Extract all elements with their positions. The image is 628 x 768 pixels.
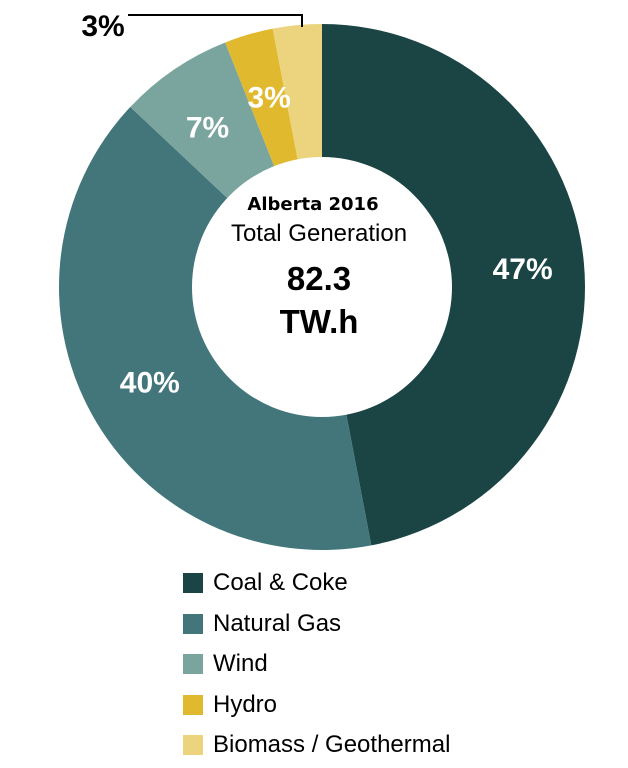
- legend-item-natural-gas: Natural Gas: [183, 604, 450, 645]
- donut-hole: [192, 157, 452, 417]
- center-unit: TW.h: [280, 303, 359, 340]
- legend-label: Coal & Coke: [213, 569, 348, 597]
- legend: Coal & Coke Natural Gas Wind Hydro Biomass /…: [183, 563, 450, 766]
- legend-label: Wind: [213, 650, 268, 678]
- center-value: 82.3: [287, 260, 351, 297]
- legend-swatch: [183, 654, 203, 675]
- legend-label: Biomass / Geothermal: [213, 731, 451, 759]
- legend-swatch: [183, 613, 203, 634]
- slice-callout-label-biomass-geothermal: 3%: [81, 10, 124, 43]
- callout-leader-line: [128, 14, 303, 27]
- slice-label-natural-gas: 40%: [120, 367, 180, 400]
- legend-swatch: [183, 573, 203, 594]
- slice-label-hydro: 3%: [247, 81, 290, 114]
- legend-item-wind: Wind: [183, 644, 450, 685]
- slice-coal-coke: [322, 24, 586, 546]
- donut-chart: 47% 40% 7% 3% 3% Alberta 2016 Total Generati…: [58, 10, 586, 550]
- legend-swatch: [183, 735, 203, 756]
- legend-label: Hydro: [213, 690, 278, 718]
- slice-label-coal-coke: 47%: [493, 253, 553, 286]
- legend-label: Natural Gas: [213, 609, 342, 637]
- legend-item-biomass-geothermal: Biomass / Geothermal: [183, 725, 450, 766]
- legend-swatch: [183, 694, 203, 715]
- slice-labels-layer: 47% 40% 7% 3% 3%: [81, 10, 552, 400]
- chart-subtitle: Total Generation: [231, 220, 407, 247]
- legend-item-coal-coke: Coal & Coke: [183, 563, 450, 604]
- legend-item-hydro: Hydro: [183, 685, 450, 726]
- chart-title: Alberta 2016: [247, 194, 378, 215]
- slice-label-wind: 7%: [186, 111, 229, 144]
